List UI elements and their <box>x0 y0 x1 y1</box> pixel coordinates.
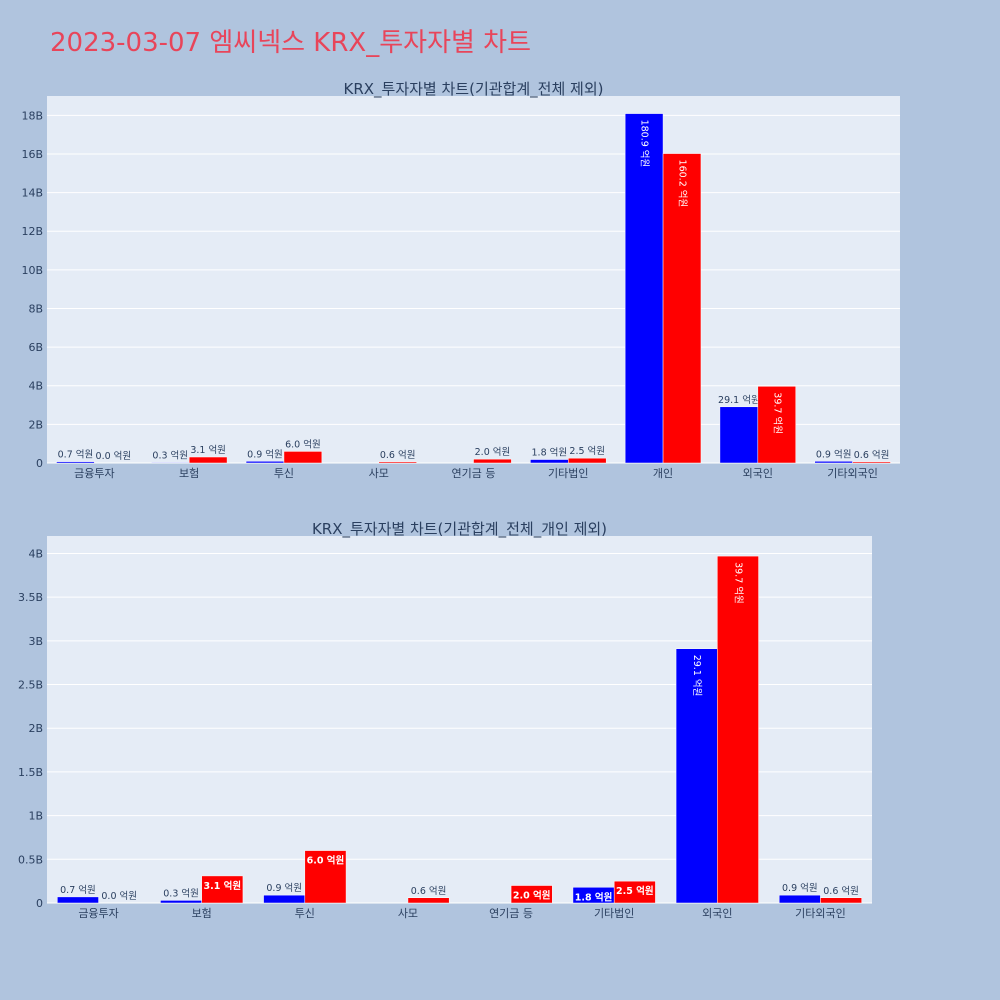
y-tick-label: 8B <box>28 302 43 315</box>
bar <box>717 555 759 904</box>
y-tick-label: 1B <box>28 810 43 823</box>
y-tick-label: 0 <box>36 457 43 470</box>
bar <box>778 894 821 904</box>
x-tick-label: 기타외국인 <box>795 907 846 920</box>
x-tick-label: 연기금 등 <box>489 907 533 920</box>
bar <box>188 456 228 464</box>
y-tick-label: 16B <box>21 148 43 161</box>
data-label: 1.8 억원 <box>575 891 613 903</box>
data-label: 39.7 억원 <box>771 392 783 434</box>
bar <box>245 461 285 464</box>
data-label: 0.6 억원 <box>380 449 416 461</box>
y-tick-label: 2.5B <box>18 679 43 692</box>
bar <box>662 153 702 464</box>
y-tick-label: 6B <box>28 341 43 354</box>
bar <box>613 880 656 904</box>
x-tick-label: 보험 <box>179 467 199 480</box>
x-tick-label: 개인 <box>653 467 673 480</box>
bar <box>757 386 796 464</box>
y-tick-label: 14B <box>21 187 43 200</box>
data-label: 0.6 억원 <box>411 885 447 897</box>
y-tick-label: 4B <box>28 380 43 393</box>
x-tick-label: 외국인 <box>743 467 773 480</box>
data-label: 160.2 억원 <box>677 160 689 208</box>
data-label: 6.0 억원 <box>285 438 321 450</box>
bar <box>160 900 202 904</box>
y-tick-label: 0 <box>36 897 43 910</box>
x-tick-label: 기타외국인 <box>827 467 878 480</box>
data-label: 0.0 억원 <box>96 450 132 462</box>
data-label: 39.7 억원 <box>732 562 744 604</box>
x-tick-label: 보험 <box>192 907 212 920</box>
bar <box>473 458 512 464</box>
data-label: 0.7 억원 <box>58 449 94 461</box>
data-label: 0.3 억원 <box>163 887 199 899</box>
y-tick-label: 18B <box>21 109 43 122</box>
data-label: 29.1 억원 <box>718 394 760 406</box>
x-tick-label: 사모 <box>398 907 418 920</box>
bar <box>378 461 417 464</box>
data-label: 3.1 억원 <box>204 880 242 892</box>
x-tick-label: 투신 <box>295 907 315 920</box>
bar <box>57 896 99 904</box>
data-label: 6.0 억원 <box>307 855 345 867</box>
bar <box>675 648 718 904</box>
bar <box>530 459 569 464</box>
bar <box>201 875 244 904</box>
y-tick-label: 10B <box>21 264 43 277</box>
data-label: 0.9 억원 <box>247 448 283 460</box>
data-label: 2.0 억원 <box>475 446 511 458</box>
x-tick-label: 사모 <box>369 467 389 480</box>
data-label: 0.6 억원 <box>854 449 890 461</box>
y-tick-label: 0.5B <box>18 853 43 866</box>
bar <box>624 113 664 464</box>
data-label: 0.7 억원 <box>60 884 96 896</box>
bar <box>568 457 607 464</box>
bar <box>283 451 323 464</box>
bar <box>719 406 759 464</box>
data-label: 29.1 억원 <box>691 655 703 697</box>
y-tick-label: 2B <box>28 722 43 735</box>
data-label: 0.3 억원 <box>152 449 188 461</box>
chart-title: KRX_투자자별 차트(기관합계_전체 제외) <box>344 80 604 99</box>
bar <box>820 897 862 904</box>
x-tick-label: 외국인 <box>702 907 732 920</box>
bar <box>407 897 450 904</box>
y-tick-label: 3B <box>28 635 43 648</box>
data-label: 2.5 억원 <box>616 885 654 897</box>
data-label: 2.0 억원 <box>513 890 551 902</box>
y-tick-label: 1.5B <box>18 766 43 779</box>
bar <box>151 462 190 464</box>
y-tick-label: 4B <box>28 547 43 560</box>
data-label: 0.0 억원 <box>101 890 137 902</box>
x-tick-label: 금융투자 <box>74 467 114 480</box>
x-tick-label: 금융투자 <box>78 907 118 920</box>
bar <box>510 885 553 904</box>
data-label: 0.9 억원 <box>816 448 852 460</box>
y-tick-label: 2B <box>28 418 43 431</box>
data-label: 180.9 억원 <box>639 120 651 168</box>
data-label: 2.5 억원 <box>569 445 605 457</box>
x-tick-label: 기타법인 <box>548 467 588 480</box>
data-label: 1.8 억원 <box>532 447 568 459</box>
y-tick-label: 12B <box>21 225 43 238</box>
x-tick-label: 기타법인 <box>594 907 634 920</box>
data-label: 0.6 억원 <box>823 885 859 897</box>
x-tick-label: 투신 <box>274 467 294 480</box>
data-label: 0.9 억원 <box>266 882 302 894</box>
bar <box>814 461 853 464</box>
data-label: 0.9 억원 <box>782 882 818 894</box>
page-title: 2023-03-07 엠씨넥스 KRX_투자자별 차트 <box>50 28 532 58</box>
data-label: 3.1 억원 <box>190 444 226 456</box>
bar <box>304 850 347 904</box>
bar <box>852 461 891 464</box>
y-tick-label: 3.5B <box>18 591 43 604</box>
x-tick-label: 연기금 등 <box>452 467 496 480</box>
bar <box>263 894 306 904</box>
bar <box>56 461 95 464</box>
chart-title: KRX_투자자별 차트(기관합계_전체_개인 제외) <box>312 520 607 539</box>
